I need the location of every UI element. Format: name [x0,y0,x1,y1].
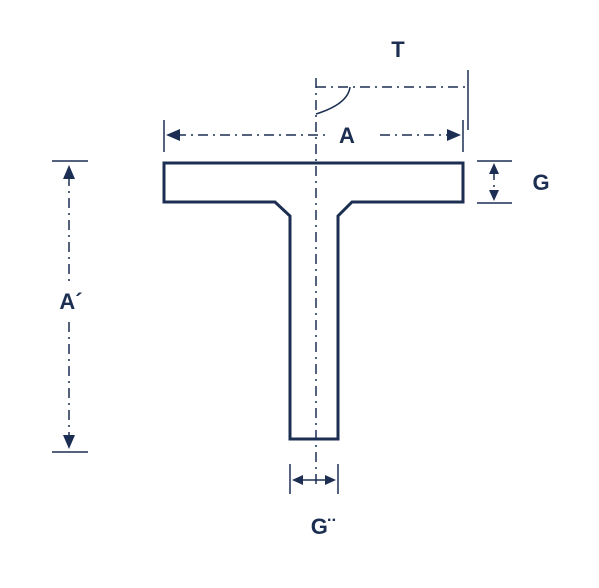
a2-arrow-top [63,165,75,179]
a-arrow-left [166,129,180,141]
label-t: T [391,37,405,62]
label-g-double: G¨ [311,514,336,539]
t-profile-outline [162,161,465,441]
t-angle-arc [315,86,351,115]
g-arrow-bottom [489,190,499,201]
a2-arrow-bottom [63,435,75,449]
a-arrow-right [447,129,461,141]
g2-arrow-right [325,475,336,485]
label-a: A [339,123,355,148]
label-a-prime: A´ [59,289,82,314]
g2-arrow-left [292,475,303,485]
g-arrow-top [489,163,499,174]
label-g: G [532,170,549,195]
